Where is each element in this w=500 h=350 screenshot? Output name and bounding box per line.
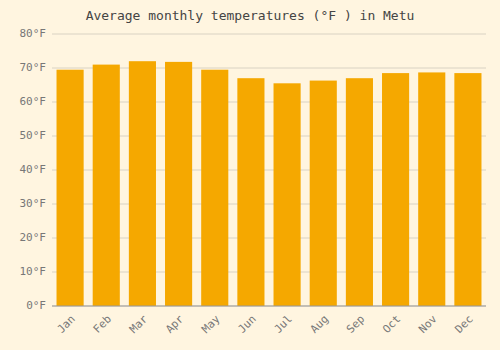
x-tick-label: Nov [416, 312, 440, 336]
bar [310, 81, 337, 306]
y-tick-label: 0°F [26, 299, 46, 312]
bar [57, 70, 84, 306]
x-axis: Jan Feb Mar Apr May Jun Jul Aug Sep Oct Nov Dec [55, 312, 476, 336]
bar [346, 78, 373, 306]
x-tick-label: Dec [452, 313, 475, 336]
chart-svg: 0°F 10°F 20°F 30°F 40°F 50°F 60°F 70°F 80°F Jan Fe… [0, 0, 500, 350]
bar [237, 78, 264, 306]
bar [201, 70, 228, 306]
y-grid [52, 34, 486, 306]
grid-line [52, 34, 486, 35]
chart-container: 0°F 10°F 20°F 30°F 40°F 50°F 60°F 70°F 80°F Jan Fe… [0, 0, 500, 350]
bar [418, 72, 445, 306]
x-tick-label: Jan [55, 313, 78, 336]
y-tick-label: 70°F [20, 61, 47, 74]
x-tick-label: May [199, 312, 223, 336]
y-tick-label: 60°F [20, 95, 47, 108]
bars [57, 61, 482, 306]
x-axis-line [52, 306, 486, 307]
x-tick-label: Mar [127, 312, 151, 336]
bar [274, 83, 301, 306]
grid-line [52, 306, 486, 307]
bar [129, 61, 156, 306]
y-tick-label: 50°F [20, 129, 47, 142]
bar [165, 62, 192, 306]
x-tick-label: Aug [308, 313, 331, 336]
x-tick-label: Sep [344, 313, 367, 336]
y-axis: 0°F 10°F 20°F 30°F 40°F 50°F 60°F 70°F 80°F [20, 27, 47, 312]
y-tick-label: 20°F [20, 231, 47, 244]
x-tick-label: Oct [380, 313, 403, 336]
y-tick-label: 10°F [20, 265, 47, 278]
bar [454, 73, 481, 306]
y-tick-label: 80°F [20, 27, 47, 40]
bar [382, 73, 409, 306]
title: Average monthly temperatures (°F ) in Me… [86, 8, 415, 23]
x-tick-label: Apr [163, 312, 187, 336]
y-tick-label: 30°F [20, 197, 47, 210]
bar [93, 65, 120, 306]
x-tick-label: Jun [235, 313, 258, 336]
x-tick-label: Jul [272, 313, 295, 336]
y-tick-label: 40°F [20, 163, 47, 176]
x-tick-label: Feb [91, 313, 114, 336]
